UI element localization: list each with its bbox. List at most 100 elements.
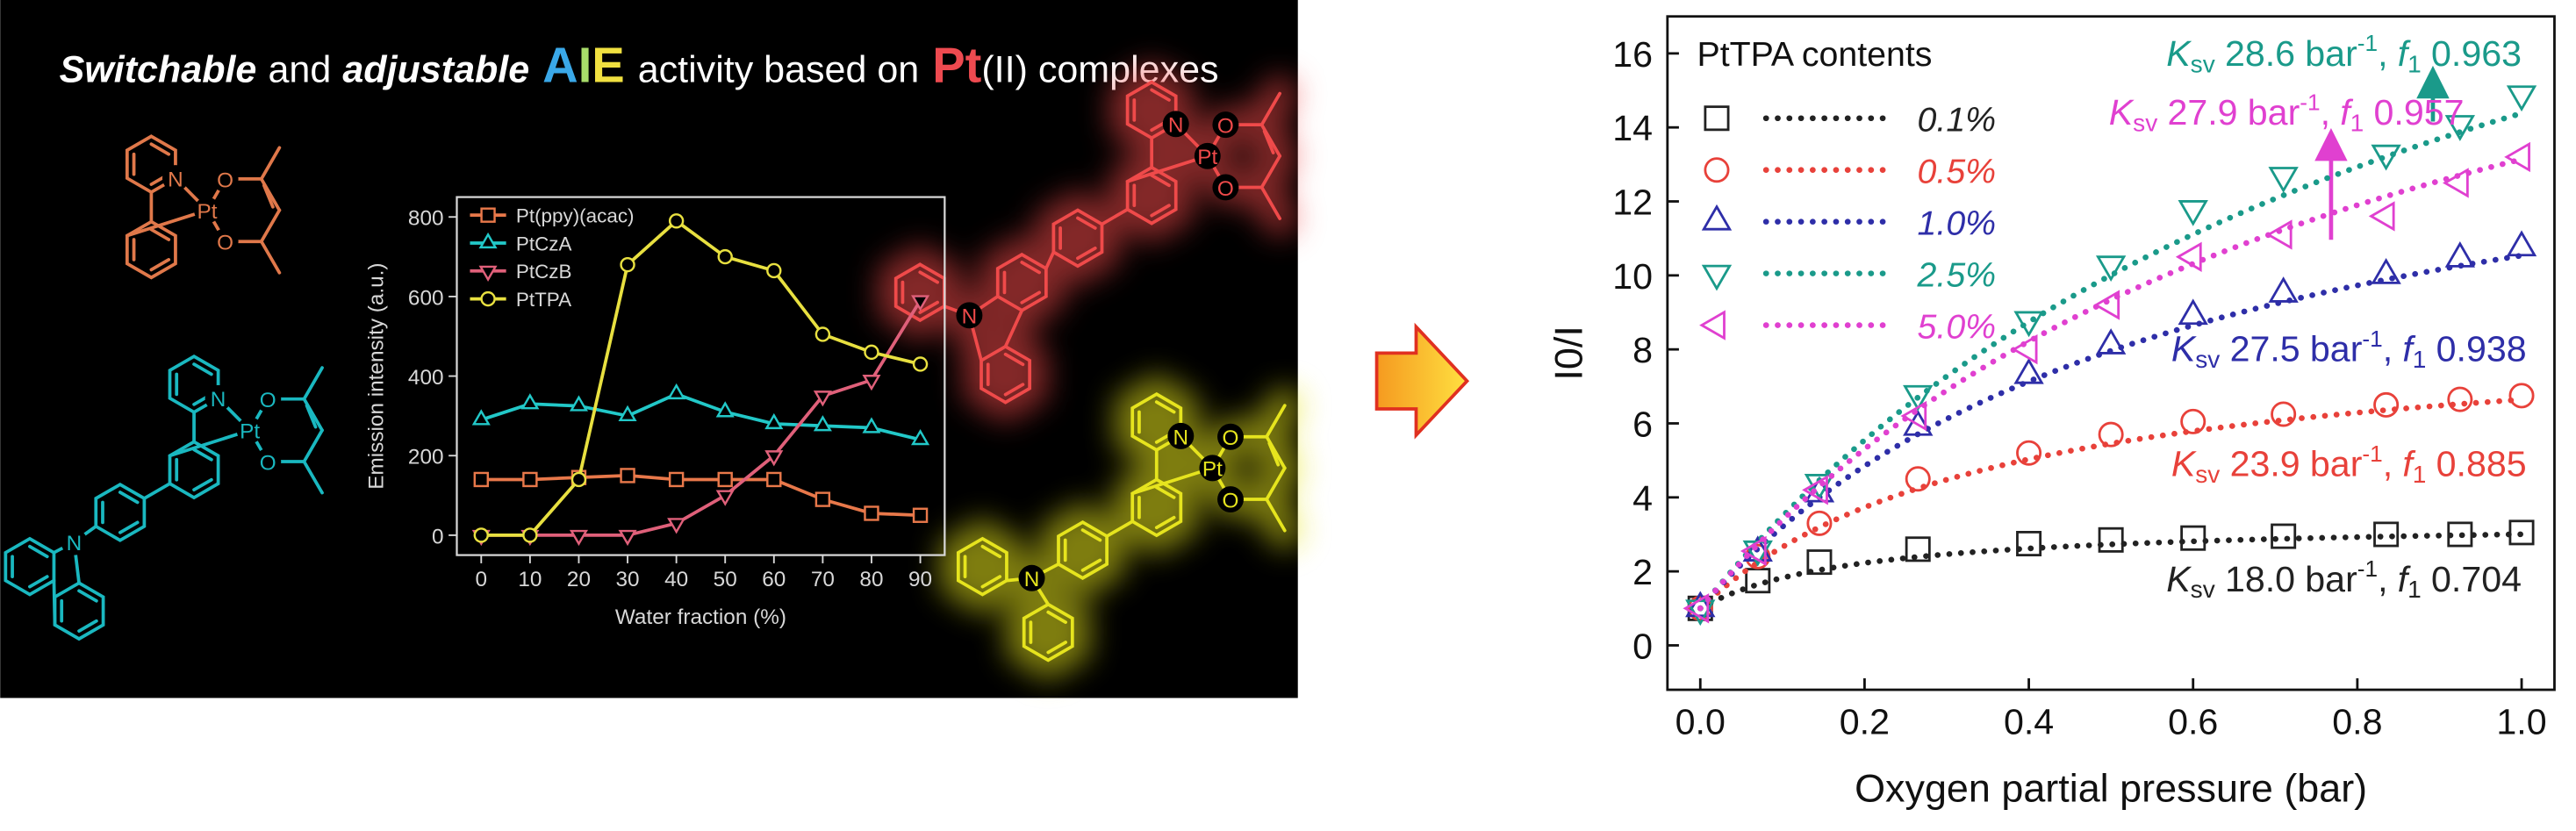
bond — [1046, 610, 1067, 624]
marker — [864, 505, 879, 521]
atom-label: N — [211, 388, 226, 412]
atom-label: O — [217, 168, 233, 192]
x-tick-label: 40 — [664, 568, 688, 591]
marker — [2265, 219, 2293, 250]
marker — [668, 471, 685, 488]
bond — [149, 258, 171, 272]
bond — [1076, 216, 1097, 230]
marker — [814, 326, 831, 342]
ksv-value: 23.9 — [2230, 444, 2300, 484]
f-symbol: f — [2402, 329, 2415, 369]
marker — [522, 527, 538, 543]
fit-curve — [1697, 110, 2525, 612]
y-axis-label: Emission intensity (a.u.) — [364, 262, 388, 489]
separator: , — [2383, 329, 2393, 369]
marker — [2443, 168, 2469, 198]
bond — [1046, 641, 1067, 655]
marker — [1806, 549, 1833, 576]
bond — [980, 544, 1002, 559]
y-tick-label: 0 — [1632, 626, 1653, 666]
fit-annotation: Ksv 27.9 bar-1, f1 0.957 — [2109, 89, 2465, 136]
marker — [618, 405, 637, 421]
ksv-value: 27.5 — [2230, 329, 2300, 369]
bond — [1044, 250, 1056, 270]
marker — [912, 356, 929, 372]
marker — [2447, 521, 2473, 548]
marker — [764, 450, 784, 467]
marker — [2271, 401, 2297, 427]
molecule: N PtO O N — [956, 392, 1287, 663]
marker — [2016, 440, 2042, 466]
marker — [473, 527, 489, 543]
marker — [2368, 201, 2395, 232]
atom-label: O — [260, 451, 276, 475]
f1-value: 0.957 — [2374, 92, 2465, 133]
y-tick-label: 14 — [1612, 108, 1653, 148]
atom-backdrop — [1212, 111, 1239, 139]
x-tick-label: 0.8 — [2332, 702, 2382, 742]
bond — [1154, 485, 1176, 499]
ring — [956, 536, 1008, 597]
title-part: Switchable — [60, 49, 257, 91]
x-tick-label: 80 — [859, 568, 883, 591]
x-axis-label: Oxygen partial pressure (bar) — [1855, 765, 2367, 810]
bond — [1150, 204, 1171, 218]
plot-frame — [1666, 15, 2556, 691]
legend-marker — [1704, 105, 1730, 132]
bond — [192, 448, 213, 462]
marker — [522, 471, 538, 488]
marker — [2506, 85, 2537, 112]
left-panel — [0, 0, 1298, 698]
legend-marker — [1699, 310, 1726, 340]
legend-label: 0.1% — [1918, 101, 1997, 140]
marker — [2013, 357, 2044, 384]
atom-backdrop — [1217, 423, 1244, 450]
f-subscript: 1 — [2350, 110, 2364, 137]
marker — [2371, 258, 2401, 284]
y-tick-label: 10 — [1612, 256, 1653, 297]
bond — [125, 208, 209, 238]
atom-label: Pt — [197, 200, 218, 224]
unit: bar — [2305, 33, 2357, 74]
atom-backdrop — [1167, 422, 1195, 449]
bond — [1105, 519, 1135, 538]
marker — [2444, 115, 2476, 141]
marker — [668, 213, 685, 229]
marker — [2180, 525, 2206, 551]
y-tick-label: 12 — [1612, 182, 1653, 222]
k-subscript: sv — [2191, 576, 2215, 603]
marker — [570, 471, 587, 488]
marker — [2016, 531, 2042, 557]
x-axis-label: Water fraction (%) — [615, 605, 786, 629]
atom-backdrop — [161, 165, 189, 192]
bond — [1267, 441, 1281, 467]
legend-label: 5.0% — [1918, 308, 1997, 347]
marker — [2371, 144, 2401, 171]
unit-exponent: -1 — [2362, 326, 2382, 352]
y-tick-label: 200 — [408, 446, 444, 469]
legend-marker — [478, 232, 498, 249]
atom-label: Pt — [240, 420, 260, 444]
molecule: N PtO O N — [4, 354, 324, 641]
legend-marker — [480, 207, 496, 223]
legend-label: PtCzB — [516, 261, 572, 283]
atom-backdrop — [255, 385, 282, 412]
marker — [862, 375, 881, 391]
x-tick-label: 0.0 — [1675, 702, 1726, 742]
ksv-value: 18.0 — [2225, 559, 2295, 599]
fit-annotation: Ksv 18.0 bar-1, f1 0.704 — [2166, 555, 2522, 603]
legend-title: PtTPA contents — [1697, 35, 1933, 74]
k-symbol: K — [2109, 92, 2135, 133]
x-tick-label: 60 — [762, 568, 786, 591]
ring — [1022, 602, 1074, 663]
bond — [1262, 129, 1275, 154]
k-symbol: K — [2166, 559, 2192, 599]
atom-backdrop — [1217, 486, 1244, 513]
k-symbol: K — [2171, 444, 2197, 484]
bond — [1003, 352, 1025, 367]
f1-value: 0.885 — [2436, 444, 2527, 484]
marker — [813, 390, 832, 407]
title-part: E — [592, 38, 624, 93]
marker — [1900, 400, 1927, 432]
